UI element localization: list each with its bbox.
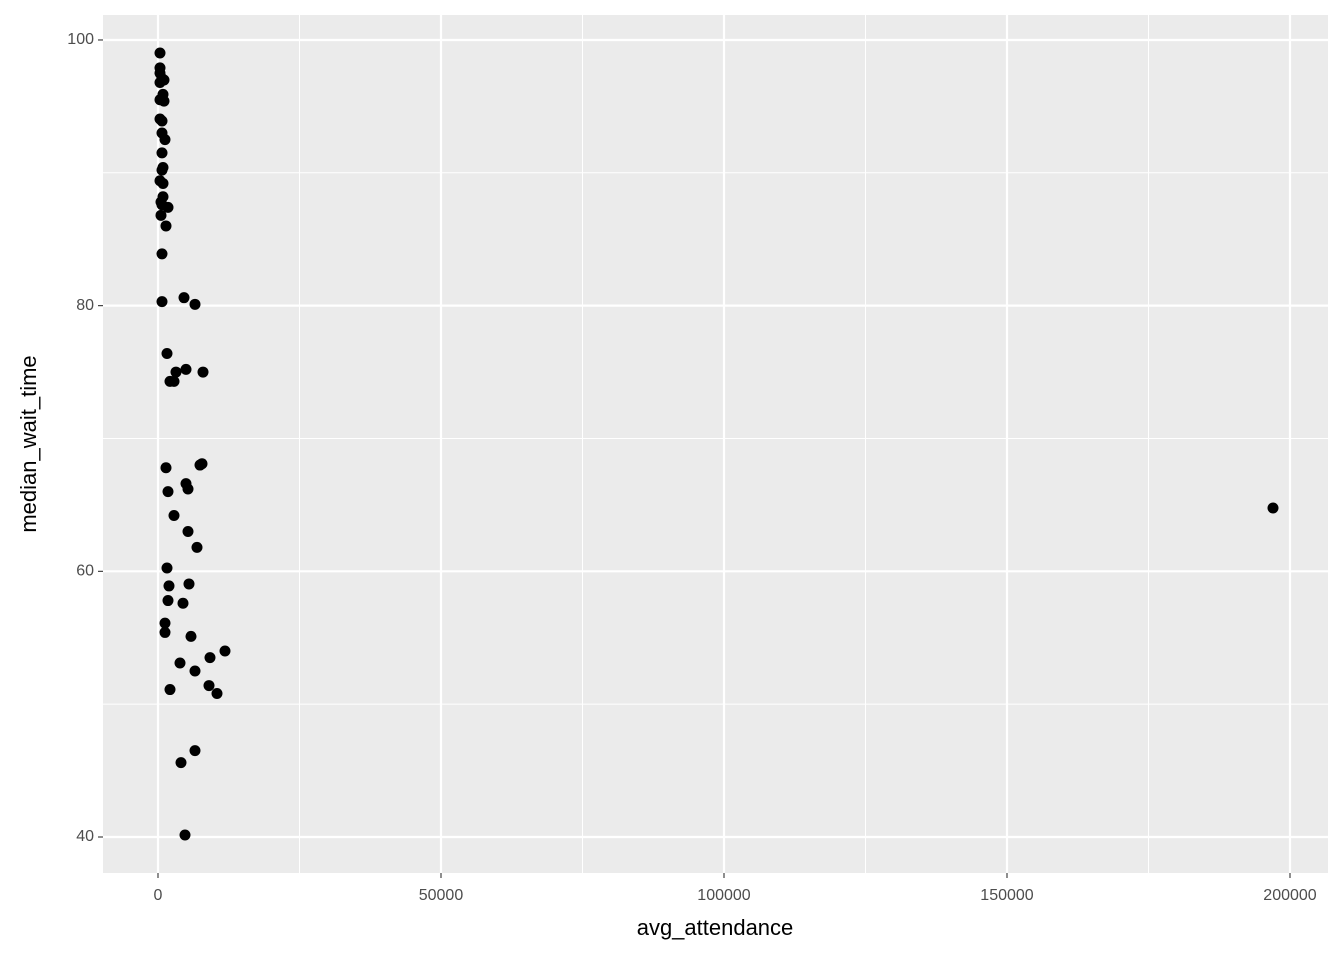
- point: [1267, 502, 1279, 514]
- point: [156, 296, 168, 308]
- y-tick-label: 100: [67, 31, 94, 48]
- point: [168, 510, 180, 522]
- point: [182, 483, 194, 495]
- point: [177, 597, 189, 609]
- x-tick-label: 150000: [980, 887, 1033, 904]
- x-axis-title: avg_attendance: [637, 915, 794, 940]
- point: [180, 363, 192, 375]
- point: [204, 652, 216, 664]
- point: [156, 164, 168, 176]
- point: [219, 645, 231, 657]
- y-tick-label: 60: [76, 563, 94, 580]
- x-tick-label: 50000: [419, 887, 464, 904]
- point: [163, 580, 175, 592]
- point: [162, 486, 174, 498]
- point: [189, 745, 201, 757]
- point: [156, 147, 168, 159]
- point: [196, 458, 208, 470]
- point: [170, 366, 182, 378]
- point: [183, 578, 195, 590]
- y-tick-label: 80: [76, 297, 94, 314]
- point: [159, 134, 171, 146]
- point: [203, 680, 215, 692]
- y-axis-title: median_wait_time: [16, 355, 41, 532]
- x-tick-label: 200000: [1263, 887, 1316, 904]
- grid: [103, 15, 1328, 873]
- point: [164, 684, 176, 696]
- point: [211, 688, 223, 700]
- point: [189, 298, 201, 310]
- point: [159, 626, 171, 638]
- point: [160, 220, 172, 232]
- point: [178, 292, 190, 304]
- point: [182, 525, 194, 537]
- point: [185, 630, 197, 642]
- point: [179, 829, 191, 841]
- point: [161, 562, 173, 574]
- x-tick-label: 0: [154, 887, 163, 904]
- point: [156, 115, 168, 127]
- point: [157, 177, 169, 189]
- point: [159, 617, 171, 629]
- point: [155, 209, 167, 221]
- point: [189, 665, 201, 677]
- point: [162, 595, 174, 607]
- point: [168, 375, 180, 387]
- x-tick-label: 100000: [697, 887, 750, 904]
- point: [174, 657, 186, 669]
- point: [197, 366, 209, 378]
- panel: [103, 15, 1328, 873]
- point: [161, 347, 173, 359]
- points: [154, 47, 1279, 841]
- point: [154, 76, 166, 88]
- point: [191, 541, 203, 553]
- point: [156, 199, 168, 211]
- point: [156, 248, 168, 260]
- y-tick-label: 40: [76, 828, 94, 845]
- point: [175, 757, 187, 769]
- point: [154, 47, 166, 59]
- point: [160, 462, 172, 474]
- point: [158, 95, 170, 107]
